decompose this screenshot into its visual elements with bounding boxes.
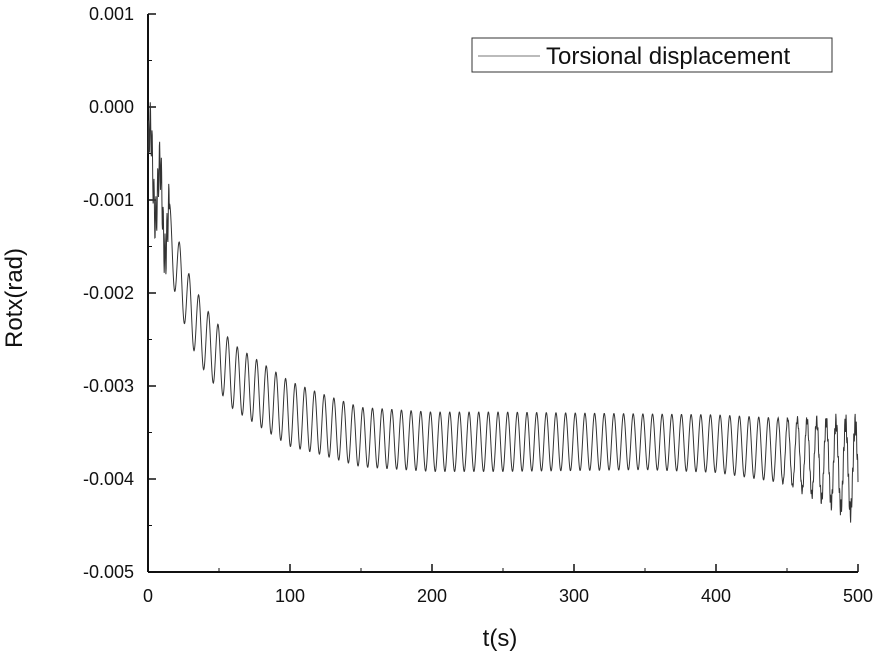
x-tick-label: 0 (143, 586, 153, 606)
x-tick-label: 400 (701, 586, 731, 606)
x-axis-title: t(s) (483, 625, 518, 652)
x-tick-label: 300 (559, 586, 589, 606)
y-axis-title: Rotx(rad) (1, 248, 28, 348)
series-line-torsional-displacement (147, 102, 859, 523)
x-tick-label: 100 (275, 586, 305, 606)
y-tick-label: -0.005 (83, 562, 134, 582)
y-tick-label: -0.003 (83, 376, 134, 396)
y-tick-label: 0.000 (89, 97, 134, 117)
y-tick-label: -0.002 (83, 283, 134, 303)
legend-label: Torsional displacement (546, 43, 790, 70)
legend-box (471, 37, 833, 73)
y-tick-label: -0.004 (83, 469, 134, 489)
legend: Torsional displacement (471, 37, 833, 73)
x-tick-label: 200 (417, 586, 447, 606)
x-tick-label: 500 (843, 586, 873, 606)
plot-area (147, 102, 859, 523)
y-tick-label: 0.001 (89, 4, 134, 24)
y-tick-label: -0.001 (83, 190, 134, 210)
axes: 0 100 200 300 400 500 0.001 0.000 -0.001 -0.002 -0… (83, 4, 873, 606)
